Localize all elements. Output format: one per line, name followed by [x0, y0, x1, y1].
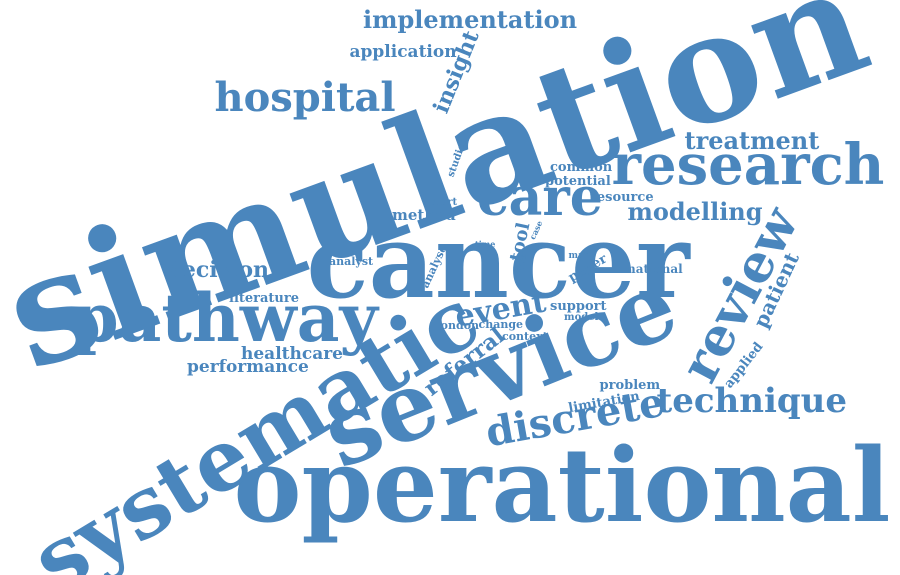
word-change: change: [478, 317, 524, 331]
word-method: method: [392, 205, 456, 224]
word-common: common: [550, 159, 613, 175]
word-support: support: [550, 298, 607, 314]
word-cancer: cancer: [306, 202, 690, 322]
word-pathway: pathway: [72, 279, 378, 357]
word-model: model: [564, 312, 599, 323]
word-treatment: treatment: [684, 126, 820, 155]
word-application: application: [349, 41, 457, 62]
word-london: london: [436, 318, 480, 332]
word-problem: problem: [599, 377, 661, 393]
word-start: start: [430, 197, 458, 208]
word-national: national: [627, 262, 683, 276]
word-potential: potential: [545, 173, 611, 189]
word-implementation: implementation: [363, 5, 578, 34]
word-technique: technique: [656, 381, 848, 421]
word-hospital: hospital: [214, 74, 396, 121]
word-healthcare: healthcare: [241, 343, 343, 364]
word-care: care: [477, 167, 603, 228]
word-analyst: analyst: [329, 254, 374, 268]
word-modelling: modelling: [627, 197, 763, 226]
word-literature: literature: [229, 290, 300, 306]
word-context: context: [502, 329, 548, 343]
word-many: many: [568, 250, 596, 261]
word-decision: decision: [166, 257, 270, 283]
word-operational: operational: [233, 426, 891, 546]
word-research: research: [611, 132, 885, 198]
word-time: time: [475, 239, 496, 249]
word-performance: performance: [187, 356, 309, 377]
word-resource: resource: [590, 189, 654, 205]
